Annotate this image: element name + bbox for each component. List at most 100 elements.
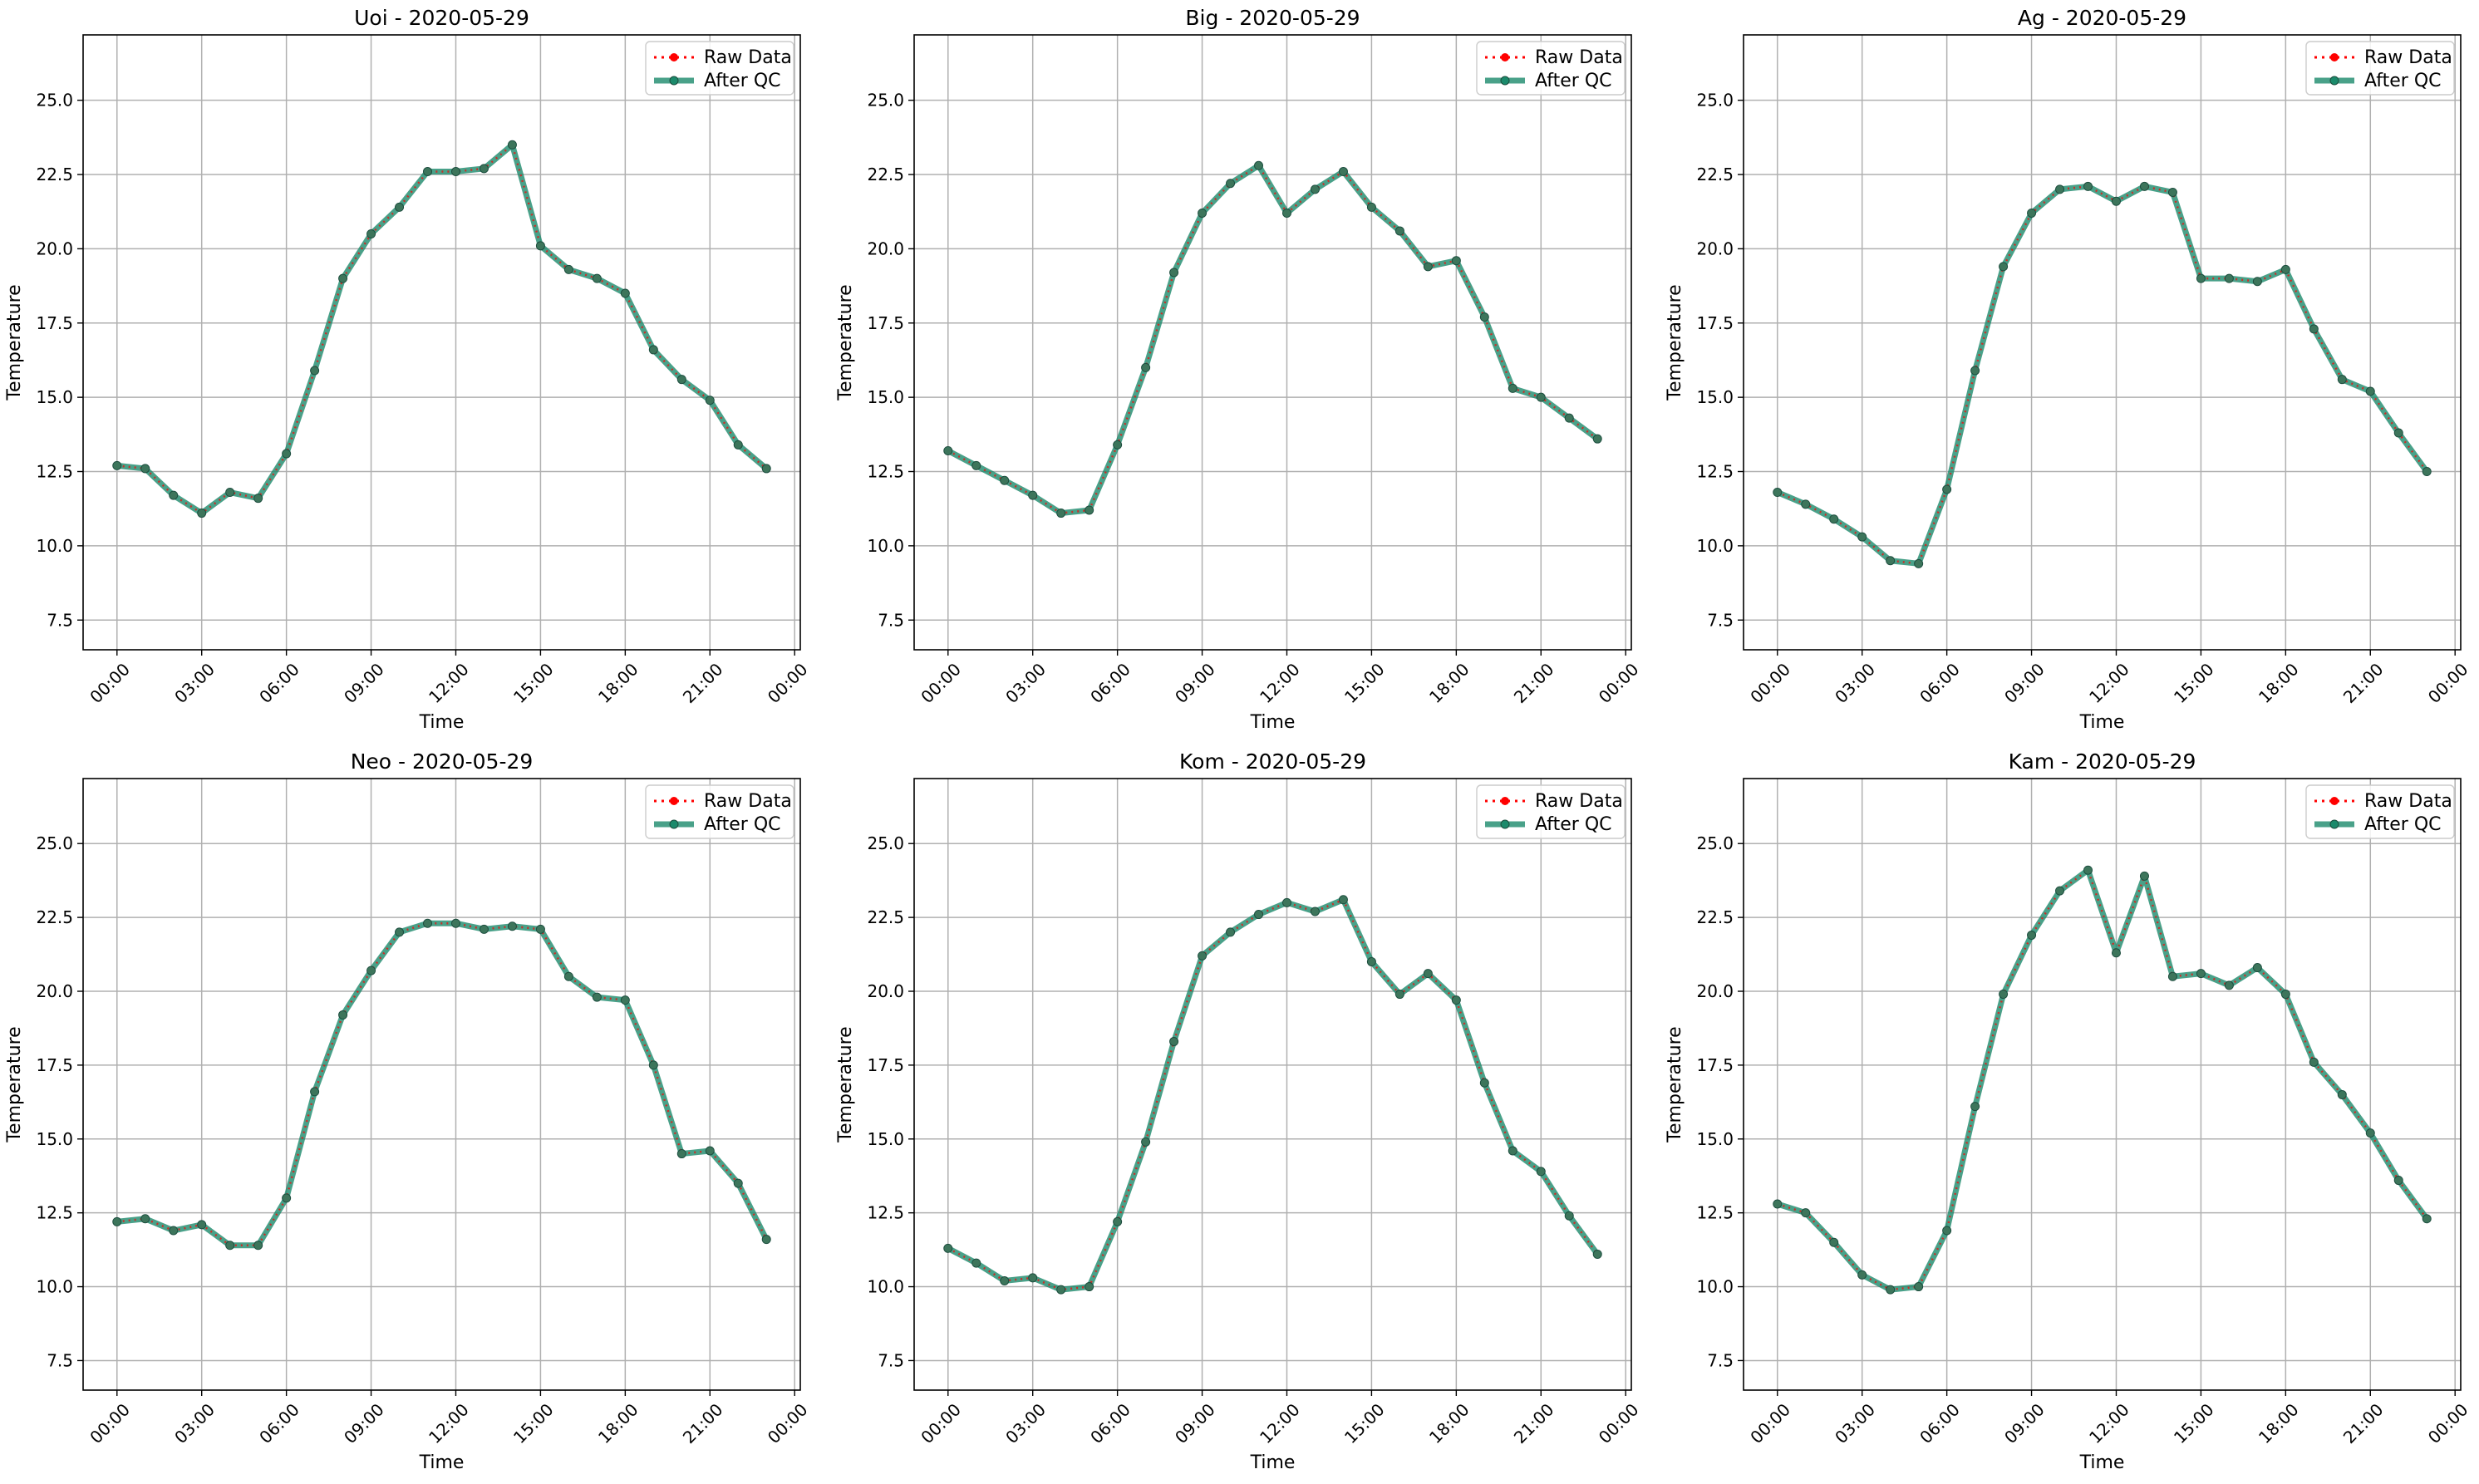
x-tick-label: 00:00: [764, 659, 812, 707]
data-point-after-qc: [1999, 262, 2009, 272]
data-point-after-qc: [1970, 1102, 1980, 1112]
data-point-after-qc: [479, 164, 489, 174]
y-tick-label: 25.0: [1696, 91, 1734, 111]
x-tick-label: 00:00: [1595, 659, 1643, 707]
y-tick-label: 15.0: [1696, 1129, 1734, 1149]
data-point-after-qc: [197, 509, 207, 518]
data-point-after-qc: [592, 992, 602, 1002]
data-point-after-qc: [2309, 324, 2319, 334]
data-point-after-qc: [1479, 312, 1489, 322]
data-point-after-qc: [2393, 428, 2403, 438]
x-tick-label: 15:00: [2170, 659, 2218, 707]
data-point-after-qc: [1310, 184, 1320, 194]
legend-label-after-qc: After QC: [704, 71, 781, 91]
x-tick-label: 12:00: [1256, 659, 1304, 707]
legend-marker-after-qc: [1500, 76, 1510, 86]
data-point-after-qc: [2252, 963, 2262, 973]
data-point-after-qc: [535, 924, 545, 934]
data-point-after-qc: [1829, 514, 1839, 524]
y-tick-label: 12.5: [36, 462, 73, 482]
y-tick-label: 10.0: [1696, 536, 1734, 556]
data-point-after-qc: [1479, 1078, 1489, 1088]
x-tick-label: 21:00: [679, 1399, 727, 1447]
axes-frame: [82, 34, 801, 651]
data-point-after-qc: [620, 288, 630, 298]
x-tick-label: 00:00: [2424, 1399, 2472, 1447]
data-point-after-qc: [2027, 930, 2037, 940]
x-tick-label: 12:00: [2085, 659, 2133, 707]
data-point-after-qc: [366, 966, 376, 975]
data-point-after-qc: [1085, 1282, 1094, 1292]
data-point-after-qc: [1942, 484, 1952, 494]
y-tick-label: 17.5: [36, 1055, 73, 1075]
x-tick-label: 21:00: [679, 659, 727, 707]
data-point-after-qc: [648, 1060, 658, 1070]
data-point-after-qc: [1366, 202, 1376, 212]
data-point-after-qc: [423, 918, 433, 928]
data-point-after-qc: [563, 264, 573, 274]
data-point-after-qc: [1226, 179, 1236, 189]
y-tick-label: 20.0: [867, 981, 904, 1001]
x-tick-label: 09:00: [340, 1399, 388, 1447]
data-point-after-qc: [282, 1193, 292, 1203]
y-tick-label: 7.5: [47, 1350, 73, 1370]
data-point-after-qc: [169, 1226, 179, 1236]
x-tick-label: 03:00: [170, 659, 219, 707]
y-tick-label: 25.0: [867, 91, 904, 111]
data-point-after-qc: [225, 1241, 235, 1251]
data-point-after-qc: [1338, 166, 1348, 176]
data-point-after-qc: [1028, 1273, 1038, 1283]
data-point-after-qc: [1914, 558, 1924, 568]
x-tick-label: 00:00: [1746, 1399, 1794, 1447]
y-tick-label: 20.0: [36, 238, 73, 258]
x-axis-label: Time: [1250, 1452, 1296, 1473]
axes-frame: [913, 34, 1632, 651]
subplot-neo: 7.5 10.0 12.5 15.0 17.5 20.0 22.5 25.0 00:00 03:0…: [4, 749, 811, 1473]
chart-title: Neo - 2020-05-29: [351, 749, 534, 774]
x-tick-label: 00:00: [917, 1399, 965, 1447]
data-point-after-qc: [450, 166, 460, 176]
axes-frame: [1743, 778, 2462, 1391]
y-tick-label: 10.0: [867, 536, 904, 556]
axes-frame: [1743, 34, 2462, 651]
series-line-after-qc: [945, 162, 1601, 517]
x-tick-label: 12:00: [1256, 1399, 1304, 1447]
x-tick-label: 12:00: [2085, 1399, 2133, 1447]
series-line-after-qc: [945, 897, 1601, 1293]
legend-marker-after-qc: [669, 819, 679, 829]
x-tick-label: 00:00: [86, 659, 134, 707]
data-point-after-qc: [2365, 1128, 2375, 1138]
x-tick-label: 18:00: [2255, 659, 2303, 707]
data-point-after-qc: [1169, 268, 1179, 278]
data-point-after-qc: [2309, 1057, 2319, 1067]
data-point-after-qc: [1592, 434, 1602, 444]
y-tick-label: 15.0: [867, 387, 904, 407]
data-point-after-qc: [733, 1178, 743, 1188]
legend-marker-after-qc: [2329, 76, 2339, 86]
x-tick-label: 00:00: [86, 1399, 134, 1447]
y-tick-label: 10.0: [36, 1277, 73, 1297]
x-tick-label: 06:00: [1916, 659, 1964, 707]
legend: Raw Data After QC: [645, 41, 794, 96]
data-point-after-qc: [282, 449, 292, 459]
data-point-after-qc: [1564, 413, 1574, 423]
data-point-after-qc: [253, 494, 263, 504]
y-tick-label: 17.5: [36, 313, 73, 333]
x-tick-label: 03:00: [1831, 659, 1879, 707]
data-point-after-qc: [761, 464, 771, 474]
y-tick-label: 20.0: [1696, 981, 1734, 1001]
data-point-after-qc: [2393, 1176, 2403, 1186]
legend-marker-after-qc: [1500, 819, 1510, 829]
data-point-after-qc: [1536, 392, 1546, 402]
y-tick-label: 15.0: [36, 387, 73, 407]
y-tick-label: 7.5: [878, 610, 904, 630]
data-point-after-qc: [2139, 181, 2149, 191]
y-tick-label: 12.5: [867, 462, 904, 482]
data-point-after-qc: [1000, 475, 1010, 485]
x-tick-label: 21:00: [2339, 1399, 2388, 1447]
data-point-after-qc: [761, 1235, 771, 1245]
data-point-after-qc: [112, 460, 122, 470]
y-tick-label: 7.5: [1707, 610, 1734, 630]
y-tick-label: 17.5: [867, 1055, 904, 1075]
data-point-after-qc: [1113, 440, 1123, 450]
